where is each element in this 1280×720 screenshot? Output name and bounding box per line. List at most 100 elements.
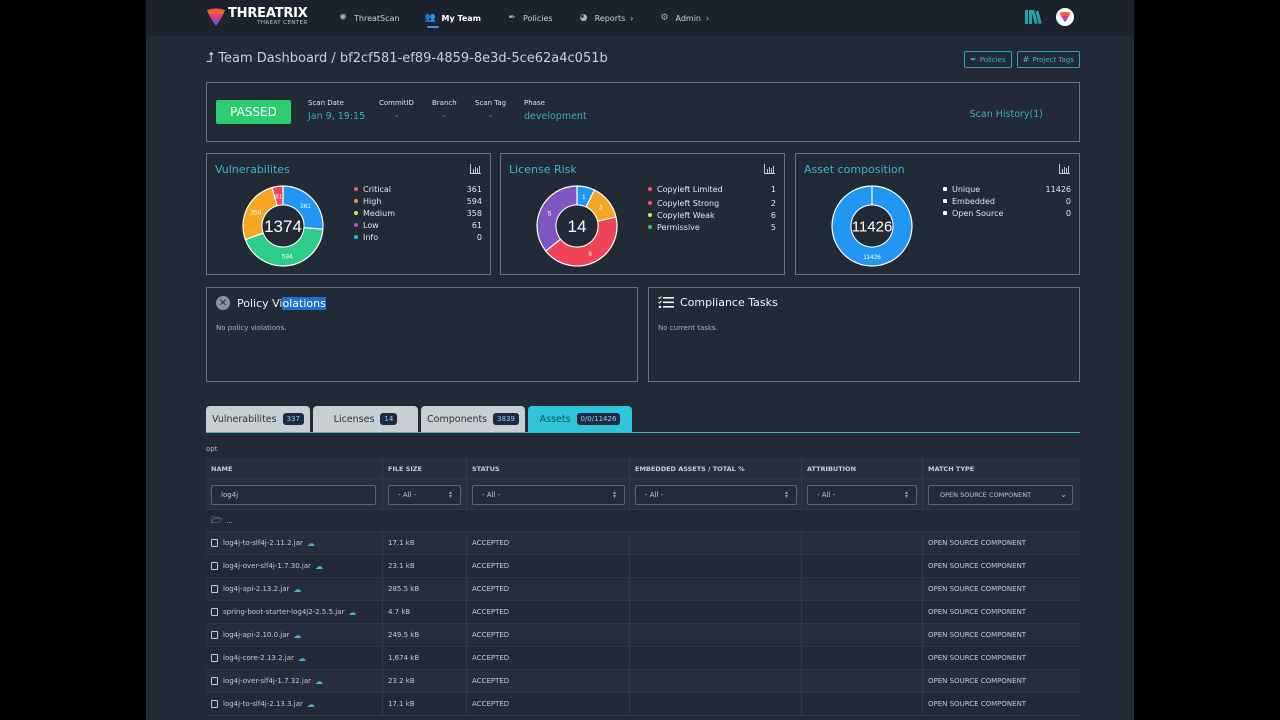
vulnerabilities-donut-chart[interactable]: 361 594 358 61 1374 xyxy=(241,184,325,268)
table-row[interactable]: spring-boot-starter-log4j2-2.5.5.jar ☁ 4.7… xyxy=(206,601,1080,624)
nav-admin[interactable]: ⚙ Admin › xyxy=(659,0,709,36)
page-header: ⮥ Team Dashboard / bf2cf581-ef89-4859-8e… xyxy=(206,50,1080,70)
file-size-filter-select[interactable]: - All - ▴ ▾ xyxy=(388,484,461,505)
column-header-attribution[interactable]: ATTRIBUTION xyxy=(802,458,923,479)
table-row[interactable]: log4j-over-slf4j-1.7.32.jar ☁ 23.2 kB ACCEP… xyxy=(206,670,1080,693)
filter-value: - All - xyxy=(398,490,417,499)
open-source-cubes-icon[interactable]: ☁ xyxy=(315,676,323,686)
embedded-cell xyxy=(630,647,802,669)
legend-value: 2 xyxy=(770,198,776,208)
donut-slice[interactable] xyxy=(831,185,913,267)
policies-button[interactable]: ✒ Policies xyxy=(964,51,1012,68)
nav-policies[interactable]: ✒ Policies xyxy=(507,0,552,36)
asset-name-link[interactable]: log4j-core-2.13.2.jar xyxy=(223,654,294,662)
table-row[interactable]: log4j-to-slf4j-2.11.2.jar ☁ 17.1 kB ACCEPTE… xyxy=(206,532,1080,555)
legend-item[interactable]: Permissive 5 xyxy=(648,221,776,233)
asset-name-link[interactable]: log4j-api-2.10.0.jar xyxy=(223,631,290,639)
open-source-cubes-icon[interactable]: ☁ xyxy=(293,630,302,640)
tab-components[interactable]: Components 3839 xyxy=(421,406,525,432)
legend-item[interactable]: Copyleft Weak 6 xyxy=(648,209,776,221)
status-filter-select[interactable]: - All - ▴ ▾ xyxy=(472,484,625,505)
asset-name-link[interactable]: log4j-to-slf4j-2.11.2.jar xyxy=(223,539,303,547)
column-header-match-type[interactable]: MATCH TYPE xyxy=(928,464,975,473)
scan-status-badge: PASSED xyxy=(216,100,291,124)
legend-label: Medium xyxy=(363,208,395,218)
pie-chart-icon: ◕ xyxy=(579,13,588,23)
table-row[interactable]: log4j-over-slf4j-1.7.30.jar ☁ 23.1 kB ACCEP… xyxy=(206,555,1080,578)
legend-item[interactable]: Copyleft Limited 1 xyxy=(648,183,776,195)
legend-item[interactable]: Open Source 0 xyxy=(943,207,1071,219)
open-source-cubes-icon[interactable]: ☁ xyxy=(293,584,302,594)
column-header-name[interactable]: NAME xyxy=(206,458,383,479)
bar-chart-icon[interactable] xyxy=(1059,164,1070,174)
attribution-filter-select[interactable]: - All - ▴ ▾ xyxy=(807,484,917,505)
asset-name-link[interactable]: spring-boot-starter-log4j2-2.5.5.jar xyxy=(223,608,345,616)
legend-item[interactable]: Info 0 xyxy=(354,231,482,243)
asset-name-link[interactable]: log4j-to-slf4j-2.13.3.jar xyxy=(223,700,303,708)
donut-slice[interactable] xyxy=(244,227,324,267)
column-header-embedded[interactable]: EMBEDDED ASSETS / TOTAL % xyxy=(630,458,802,479)
open-source-cubes-icon[interactable]: ☁ xyxy=(348,607,357,617)
legend-item[interactable]: Medium 358 xyxy=(354,207,482,219)
table-row[interactable]: log4j-api-2.10.0.jar ☁ 249.5 kB ACCEPTED OPE… xyxy=(206,624,1080,647)
level-up-icon[interactable]: ⮥ xyxy=(206,50,215,66)
filter-cell: - All - ▴ ▾ xyxy=(467,480,630,509)
parent-folder-row[interactable]: 🗁 ... xyxy=(206,510,1080,532)
legend-item[interactable]: Copyleft Strong 2 xyxy=(648,197,776,209)
nav-my-team[interactable]: 👥 My Team xyxy=(425,0,481,36)
column-header-status[interactable]: STATUS xyxy=(467,458,630,479)
tab-assets[interactable]: Assets 0/0/11426 xyxy=(528,406,632,432)
donut-slice[interactable] xyxy=(544,216,618,267)
user-avatar[interactable] xyxy=(1056,8,1074,26)
tab-licenses[interactable]: Licenses 14 xyxy=(313,406,418,432)
project-tags-button[interactable]: # Project Tags xyxy=(1016,51,1080,68)
open-source-cubes-icon[interactable]: ☁ xyxy=(315,561,323,571)
table-row[interactable]: log4j-core-2.13.2.jar ☁ 1,674 kB ACCEPTED OP… xyxy=(206,647,1080,670)
scan-history-link[interactable]: Scan History(1) xyxy=(969,109,1043,120)
name-cell: log4j-over-slf4j-1.7.32.jar ☁ xyxy=(206,670,383,692)
legend-item[interactable]: Unique 11426 xyxy=(943,183,1071,195)
compliance-empty-message: No current tasks. xyxy=(658,324,718,332)
tab-vulnerabilities[interactable]: Vulnerabilites 337 xyxy=(206,406,310,432)
folder-breadcrumb[interactable]: opt xyxy=(206,445,218,453)
donut-slice[interactable] xyxy=(536,185,578,252)
table-row[interactable]: log4j-to-slf4j-2.13.3.jar ☁ 17.1 kB ACCEPTE… xyxy=(206,693,1080,716)
match-type-filter-select[interactable]: OPEN SOURCE COMPONENT ⌄ xyxy=(928,484,1073,505)
table-body: log4j-to-slf4j-2.11.2.jar ☁ 17.1 kB ACCEPTE… xyxy=(206,532,1080,716)
asset-name-link[interactable]: log4j-api-2.13.2.jar xyxy=(223,585,290,593)
asset-composition-donut-chart[interactable]: 11426 11426 xyxy=(830,184,914,268)
attribution-cell xyxy=(802,670,923,692)
nav-threatscan[interactable]: ✺ ThreatScan xyxy=(338,0,399,36)
open-source-cubes-icon[interactable]: ☁ xyxy=(306,538,315,548)
legend-item[interactable]: Low 61 xyxy=(354,219,482,231)
phase-value: development xyxy=(524,111,587,122)
bar-chart-icon[interactable] xyxy=(764,164,775,174)
scan-tag: Scan Tag - xyxy=(475,99,506,122)
open-source-cubes-icon[interactable]: ☁ xyxy=(297,653,306,663)
column-header-file-size[interactable]: FILE SIZE xyxy=(383,458,467,479)
name-cell: log4j-api-2.13.2.jar ☁ xyxy=(206,578,383,600)
file-size-cell: 23.1 kB xyxy=(383,555,467,577)
asset-name-link[interactable]: log4j-over-slf4j-1.7.30.jar xyxy=(223,562,311,570)
table-row[interactable]: log4j-api-2.13.2.jar ☁ 285.5 kB ACCEPTED OPE… xyxy=(206,578,1080,601)
match-type-cell: OPEN SOURCE COMPONENT xyxy=(928,631,1027,639)
license-risk-donut-chart[interactable]: 1 2 6 5 14 xyxy=(535,184,619,268)
asset-name-link[interactable]: log4j-over-slf4j-1.7.32.jar xyxy=(223,677,311,685)
embedded-cell xyxy=(630,693,802,715)
brand-logo[interactable]: THREATRIX THREAT CENTER xyxy=(206,7,308,27)
open-source-cubes-icon[interactable]: ☁ xyxy=(306,699,315,709)
bar-chart-icon[interactable] xyxy=(470,164,481,174)
name-filter-input[interactable]: log4j xyxy=(211,484,376,505)
legend-item[interactable]: Critical 361 xyxy=(354,183,482,195)
donut-slice[interactable] xyxy=(271,185,284,207)
legend-item[interactable]: High 594 xyxy=(354,195,482,207)
books-icon[interactable] xyxy=(1024,9,1042,25)
commit-id: CommitID - xyxy=(379,99,414,122)
filter-value: - All - xyxy=(482,490,501,499)
times-circle-icon: ✕ xyxy=(216,296,230,310)
nav-reports[interactable]: ◕ Reports › xyxy=(579,0,634,36)
legend-item[interactable]: Embedded 0 xyxy=(943,195,1071,207)
nav-label: Reports xyxy=(594,13,626,23)
donut-total: 1374 xyxy=(264,217,302,236)
embedded-filter-select[interactable]: - All - ▴ ▾ xyxy=(635,484,797,505)
